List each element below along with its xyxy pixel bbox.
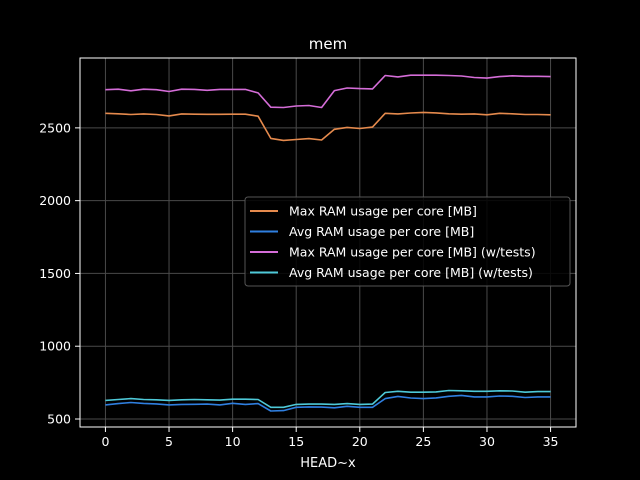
legend-label: Max RAM usage per core [MB] (w/tests) [289,245,536,260]
series-lines [105,74,551,412]
legend-label: Avg RAM usage per core [MB] (w/tests) [289,265,533,280]
series-line-3 [105,74,551,109]
axis-ticks: 0 5 10 15 20 25 30 35 500 1000 1500 2000 2500 [39,120,558,449]
legend: Max RAM usage per core [MB] Avg RAM usage… [244,196,571,287]
legend-box [244,196,571,287]
y-tick-label: 500 [47,411,71,426]
series-line-1 [105,111,551,142]
legend-label: Avg RAM usage per core [MB] [289,224,474,239]
y-tick-label: 2500 [39,120,71,135]
legend-label: Max RAM usage per core [MB] [289,204,477,219]
y-tick-label: 1500 [39,266,71,281]
x-tick-label: 0 [101,434,109,449]
plot-frame [79,57,577,428]
chart-title: mem [309,35,347,53]
x-tick-label: 35 [543,434,559,449]
series-line-4 [105,389,551,409]
x-tick-label: 15 [288,434,304,449]
x-tick-label: 30 [479,434,495,449]
x-tick-label: 5 [165,434,173,449]
x-tick-label: 10 [225,434,241,449]
x-tick-label: 25 [415,434,431,449]
x-tick-label: 20 [352,434,368,449]
y-tick-label: 2000 [39,193,71,208]
y-tick-label: 1000 [39,339,71,354]
x-axis-title: HEAD~x [300,456,356,471]
series-line-2 [105,394,551,412]
